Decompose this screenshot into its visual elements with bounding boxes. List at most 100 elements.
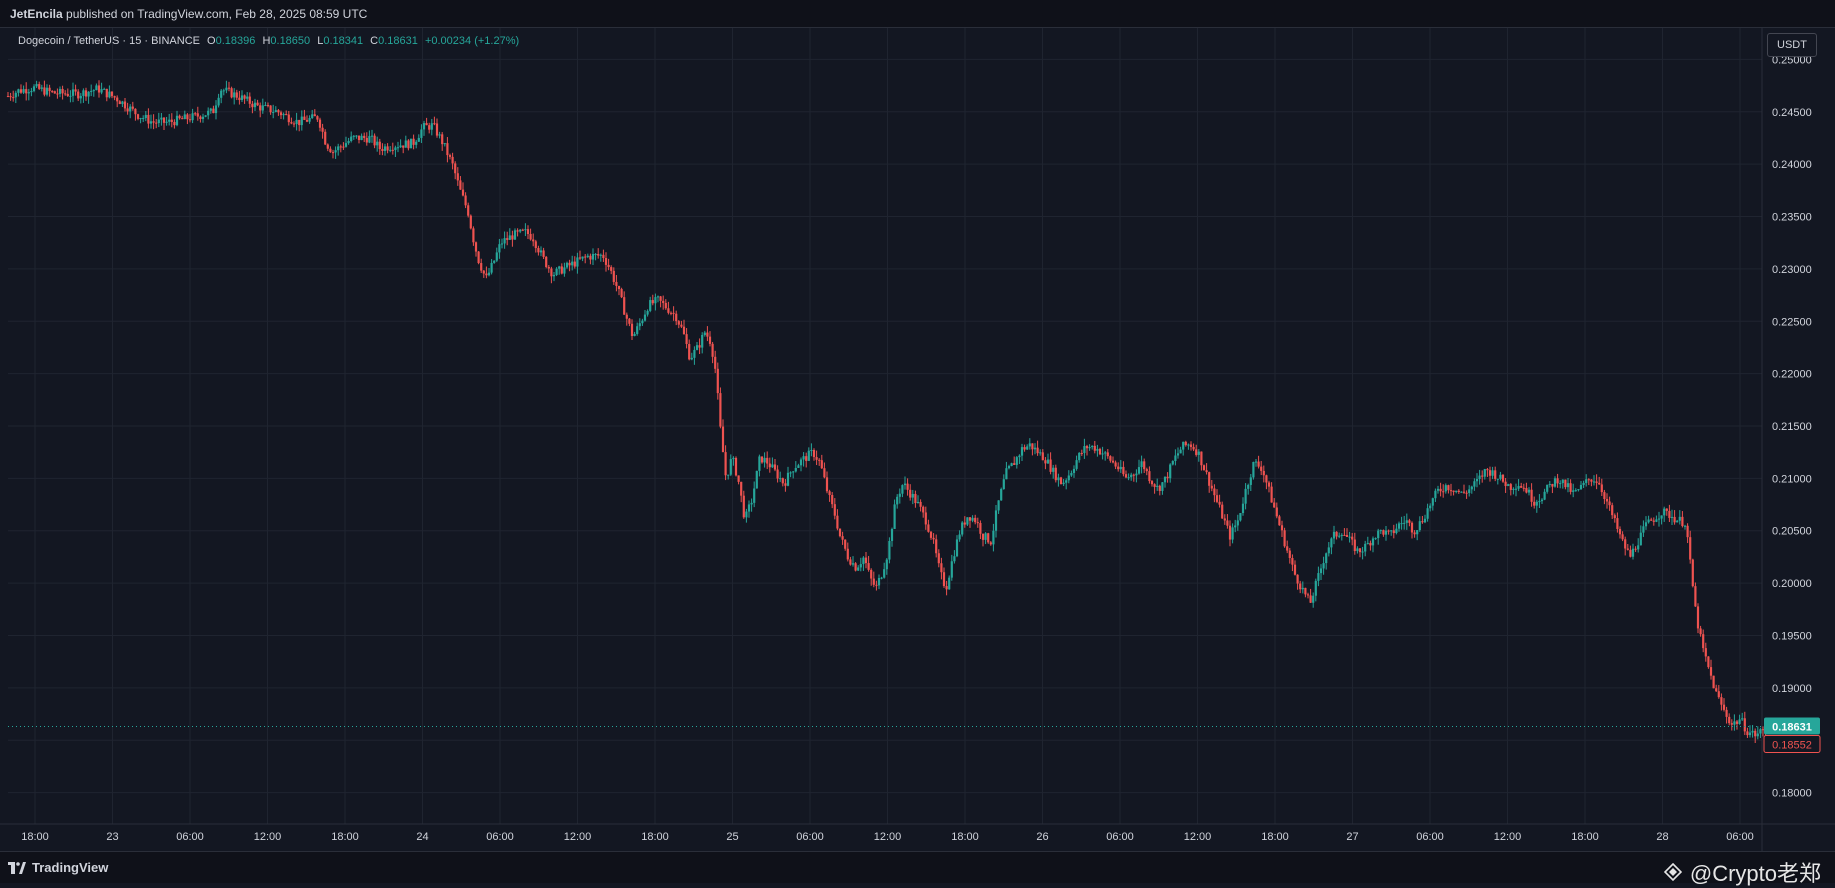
candle-body [1652, 520, 1655, 522]
candle-body [1083, 446, 1086, 454]
currency-unit-button[interactable]: USDT [1767, 33, 1817, 57]
candle-body [69, 95, 72, 97]
candle-body [1046, 459, 1050, 464]
candle-body [1104, 452, 1107, 454]
candle-body [675, 313, 678, 322]
candle-body [396, 147, 400, 149]
candle-body [246, 96, 249, 99]
candle-body [1525, 488, 1528, 493]
candle-body [1286, 546, 1289, 551]
candle-body [581, 256, 584, 259]
candle-body [1052, 467, 1055, 472]
candle-body [1231, 527, 1234, 540]
candle-body [217, 97, 220, 106]
candle-body [92, 90, 95, 92]
candle-body [1582, 482, 1585, 485]
publish-info: JetEncila published on TradingView.com, … [10, 7, 367, 21]
candle-body [836, 515, 839, 529]
y-tick-label: 0.25000 [1772, 54, 1812, 66]
candle-body [321, 127, 324, 132]
candle-body [997, 500, 1000, 511]
candle-body [404, 140, 407, 148]
candle-body [1587, 479, 1590, 481]
candle-body [1148, 471, 1151, 482]
x-tick-label: 12:00 [254, 831, 282, 843]
candle-body [259, 105, 262, 111]
candle-body [745, 511, 748, 518]
candle-body [1761, 729, 1765, 731]
y-tick-label: 0.21500 [1772, 421, 1812, 433]
candle-body [45, 87, 49, 95]
candle-body [1585, 479, 1588, 483]
candle-body [763, 457, 766, 463]
candle-body [625, 314, 628, 319]
publisher-name[interactable]: JetEncila [10, 7, 63, 21]
candle-body [1208, 472, 1211, 486]
candle-body [1036, 447, 1039, 454]
candle-body [196, 113, 199, 117]
candle-body [1408, 520, 1411, 523]
candle-body [1681, 516, 1684, 527]
candle-body [181, 118, 184, 120]
candle-body [402, 145, 405, 148]
candle-body [511, 235, 514, 240]
y-tick-label: 0.22000 [1772, 369, 1812, 381]
y-tick-label: 0.23000 [1772, 264, 1812, 276]
candle-body [737, 475, 740, 482]
candle-body [1335, 531, 1338, 537]
candle-body [337, 146, 340, 151]
candle-body [849, 559, 852, 565]
candle-body [355, 135, 358, 137]
candle-body [1252, 462, 1255, 478]
candle-body [1319, 568, 1323, 574]
candle-body [831, 495, 834, 505]
candle-body [833, 504, 836, 516]
candle-body [77, 91, 80, 99]
chart-area[interactable]: 0.25000 0.24500 0.24000 0.23500 0.23000 0.225… [0, 28, 1835, 851]
candle-body [1106, 452, 1109, 457]
candle-body [708, 336, 712, 344]
candle-body [1187, 444, 1190, 446]
candlestick-chart[interactable]: 0.25000 0.24500 0.24000 0.23500 0.23000 0.225… [0, 28, 1835, 851]
last-price-label: 0.18631 [1772, 721, 1812, 733]
candle-body [823, 468, 826, 478]
candle-body [740, 481, 743, 496]
candle-body [381, 149, 384, 151]
candle-body [100, 89, 103, 93]
candle-body [1717, 691, 1720, 698]
candle-body [1696, 606, 1700, 629]
candle-body [703, 332, 706, 335]
candle-body [1569, 483, 1572, 492]
candle-body [760, 456, 764, 463]
candle-body [1007, 466, 1011, 469]
candle-body [1481, 475, 1484, 477]
candle-body [643, 314, 647, 321]
candle-body [1468, 489, 1471, 494]
candle-body [1520, 486, 1523, 488]
candle-body [976, 522, 979, 524]
symbol-name[interactable]: Dogecoin / TetherUS · 15 · BINANCE [18, 35, 200, 47]
candle-body [789, 472, 792, 474]
candle-body [721, 426, 725, 453]
candle-body [1332, 531, 1336, 539]
candle-body [1397, 523, 1401, 529]
candle-body [1473, 481, 1476, 487]
candle-body [1624, 539, 1627, 549]
candle-body [529, 234, 532, 240]
candle-body [857, 567, 860, 571]
candle-body [1018, 455, 1021, 458]
candle-body [1358, 548, 1362, 553]
candle-body [422, 123, 426, 130]
candle-body [961, 522, 964, 535]
candle-body [1249, 477, 1252, 485]
candle-body [394, 147, 397, 151]
candle-body [1722, 704, 1726, 710]
candle-body [742, 495, 745, 518]
candle-body [165, 121, 168, 123]
candle-body [864, 557, 868, 564]
candle-body [1260, 466, 1263, 471]
candle-body [113, 96, 116, 98]
candle-body [851, 563, 855, 565]
candle-body [1215, 495, 1219, 502]
tradingview-logo[interactable]: TradingView [8, 860, 108, 875]
